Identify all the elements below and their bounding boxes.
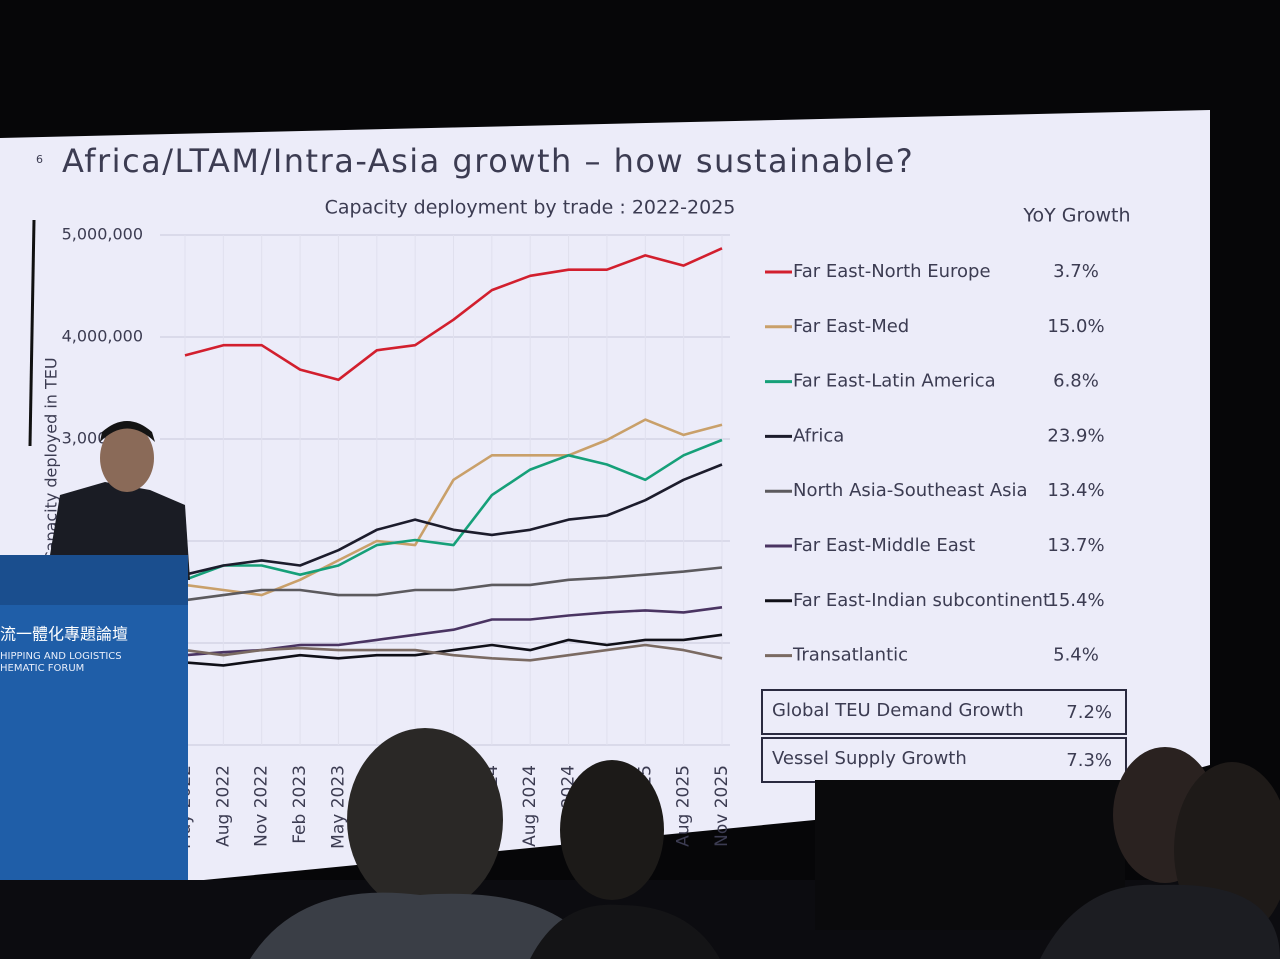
podium-top — [0, 555, 188, 605]
series-line — [184, 247, 723, 382]
audience-body — [530, 904, 720, 959]
podium-text: HIPPING AND LOGISTICS — [0, 651, 122, 662]
slide-title: Africa/LTAM/Intra-Asia growth – how sust… — [62, 142, 914, 180]
chart-title: Capacity deployment by trade : 2022-2025 — [325, 197, 736, 219]
legend-label: North Asia-Southeast Asia — [793, 480, 1028, 501]
series-line — [184, 643, 723, 662]
summary-value: 7.3% — [1066, 750, 1112, 771]
legend: Far East-North Europe 3.7% Far East-Med 15.… — [761, 261, 1127, 783]
growth-value: 13.4% — [1047, 480, 1104, 501]
axis-bar — [28, 219, 36, 447]
audience-head — [560, 760, 664, 900]
slide-number: 6 — [36, 153, 43, 166]
y-axis-title: Capacity deployed in TEU — [42, 357, 61, 562]
legend-label: Far East-Latin America — [793, 371, 996, 392]
legend-label: Far East-North Europe — [793, 261, 991, 282]
monitor — [815, 780, 1125, 930]
growth-value: 15.0% — [1047, 316, 1104, 337]
foreground: 流一體化專題論壇 HIPPING AND LOGISTICS HEMATIC F… — [0, 421, 1280, 959]
x-tick-label: Nov 2025 — [712, 765, 732, 847]
growth-header: YoY Growth — [1022, 205, 1130, 227]
growth-value: 23.9% — [1047, 425, 1104, 446]
series-line — [184, 438, 723, 582]
legend-label: Africa — [793, 425, 844, 446]
y-tick-label: 5,000,000 — [62, 225, 143, 244]
growth-value: 15.4% — [1047, 590, 1104, 611]
growth-value: 13.7% — [1047, 535, 1104, 556]
legend-label: Transatlantic — [792, 645, 908, 666]
x-tick-label: Aug 2025 — [674, 765, 694, 847]
speaker-head — [100, 424, 154, 492]
podium-text: HEMATIC FORUM — [0, 663, 84, 674]
summary-box — [761, 689, 1127, 735]
podium — [0, 555, 188, 895]
y-tick-label: 4,000,000 — [62, 327, 143, 346]
growth-value: 6.8% — [1053, 371, 1099, 392]
legend-label: Far East-Indian subcontinent — [793, 590, 1050, 611]
audience-body — [250, 892, 600, 959]
audience-head — [347, 728, 503, 912]
summary-label: Vessel Supply Growth — [772, 748, 967, 769]
series-line — [184, 566, 723, 602]
growth-value: 3.7% — [1053, 261, 1099, 282]
x-tick-label: Aug 2022 — [213, 765, 233, 847]
legend-label: Far East-Med — [793, 316, 909, 337]
series-line — [184, 463, 723, 576]
podium-text: 流一體化專題論壇 — [0, 625, 128, 644]
growth-value: 5.4% — [1053, 645, 1099, 666]
speaker-hair — [100, 421, 155, 442]
x-tick-label: Aug 2024 — [520, 765, 540, 847]
summary-label: Global TEU Demand Growth — [772, 700, 1024, 721]
x-tick-label: Nov 2022 — [252, 765, 272, 847]
summary-value: 7.2% — [1066, 702, 1112, 723]
x-tick-label: Feb 2023 — [290, 765, 310, 844]
audience-body — [1040, 884, 1280, 959]
x-tick-label: May 2023 — [328, 765, 348, 849]
legend-label: Far East-Middle East — [793, 535, 975, 556]
slide — [0, 110, 1210, 900]
series-line — [184, 633, 723, 667]
